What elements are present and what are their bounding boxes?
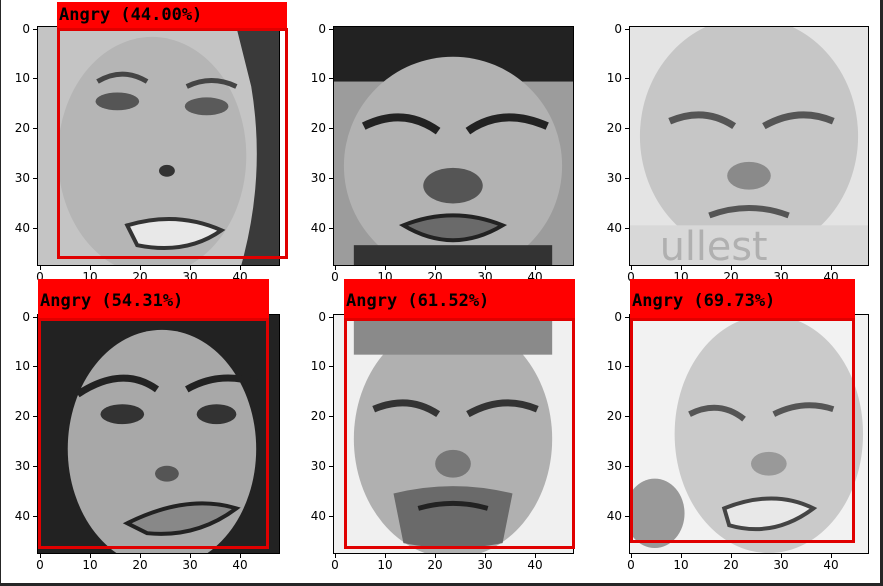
x-tick-label: 30	[182, 558, 198, 572]
x-tick-label: 0	[36, 558, 44, 572]
x-tick-label: 20	[427, 558, 443, 572]
y-tick-label: 0	[614, 22, 622, 36]
x-tick-label: 40	[527, 558, 543, 572]
y-tick-label: 10	[606, 71, 622, 85]
y-tick-label: 30	[310, 171, 326, 185]
y-tick-label: 0	[614, 310, 622, 324]
detection-box-4	[38, 318, 269, 549]
detection-label-1: Angry (44.00%)	[57, 2, 287, 28]
x-tick-label: 0	[36, 270, 44, 284]
detection-box-5	[344, 318, 575, 549]
x-tick-label: 0	[627, 558, 635, 572]
y-tick-label: 30	[310, 459, 326, 473]
image-axes-6	[629, 314, 869, 554]
y-tick-label: 10	[310, 71, 326, 85]
y-tick-label: 40	[606, 221, 622, 235]
x-tick-label: 0	[627, 270, 635, 284]
detection-label-5: Angry (61.52%)	[344, 279, 575, 318]
y-tick-label: 20	[14, 409, 30, 423]
y-tick-label: 0	[22, 22, 30, 36]
image-axes-1	[37, 26, 280, 266]
detection-box-1	[57, 28, 288, 259]
y-tick-label: 10	[14, 71, 30, 85]
y-tick-label: 40	[14, 221, 30, 235]
y-tick-label: 20	[310, 409, 326, 423]
face-image-3: ullest	[630, 27, 868, 265]
x-tick-label: 10	[673, 558, 689, 572]
x-tick-label: 30	[773, 558, 789, 572]
y-tick-label: 40	[14, 509, 30, 523]
y-tick-label: 30	[606, 171, 622, 185]
image-axes-3: ullest	[629, 26, 869, 266]
y-tick-label: 0	[318, 22, 326, 36]
y-tick-label: 30	[14, 459, 30, 473]
face-image-6	[630, 315, 868, 553]
y-tick-label: 0	[22, 310, 30, 324]
face-image-1	[38, 27, 279, 265]
y-tick-label: 0	[318, 310, 326, 324]
x-tick-label: 10	[377, 558, 393, 572]
x-tick-label: 20	[723, 558, 739, 572]
y-tick-label: 30	[14, 171, 30, 185]
face-image-5	[334, 315, 573, 553]
face-image-4	[38, 315, 279, 553]
face-image-2	[334, 27, 573, 265]
x-tick-label: 40	[823, 558, 839, 572]
y-tick-label: 20	[14, 121, 30, 135]
x-tick-label: 0	[331, 558, 339, 572]
y-tick-label: 10	[606, 359, 622, 373]
y-tick-label: 40	[606, 509, 622, 523]
y-tick-label: 20	[310, 121, 326, 135]
y-tick-label: 10	[310, 359, 326, 373]
image-axes-2	[333, 26, 574, 266]
svg-text:ullest: ullest	[660, 224, 768, 265]
y-tick-label: 40	[310, 221, 326, 235]
x-tick-label: 10	[82, 558, 98, 572]
y-tick-label: 10	[14, 359, 30, 373]
y-tick-label: 20	[606, 409, 622, 423]
x-tick-label: 0	[331, 270, 339, 284]
y-tick-label: 20	[606, 121, 622, 135]
y-tick-label: 30	[606, 459, 622, 473]
x-tick-label: 40	[232, 558, 248, 572]
detection-label-6: Angry (69.73%)	[630, 279, 855, 318]
y-tick-label: 40	[310, 509, 326, 523]
detection-label-4: Angry (54.31%)	[38, 279, 269, 318]
detection-box-6	[630, 318, 855, 543]
image-axes-5	[333, 314, 574, 554]
x-tick-label: 20	[132, 558, 148, 572]
x-tick-label: 30	[477, 558, 493, 572]
image-axes-4	[37, 314, 280, 554]
